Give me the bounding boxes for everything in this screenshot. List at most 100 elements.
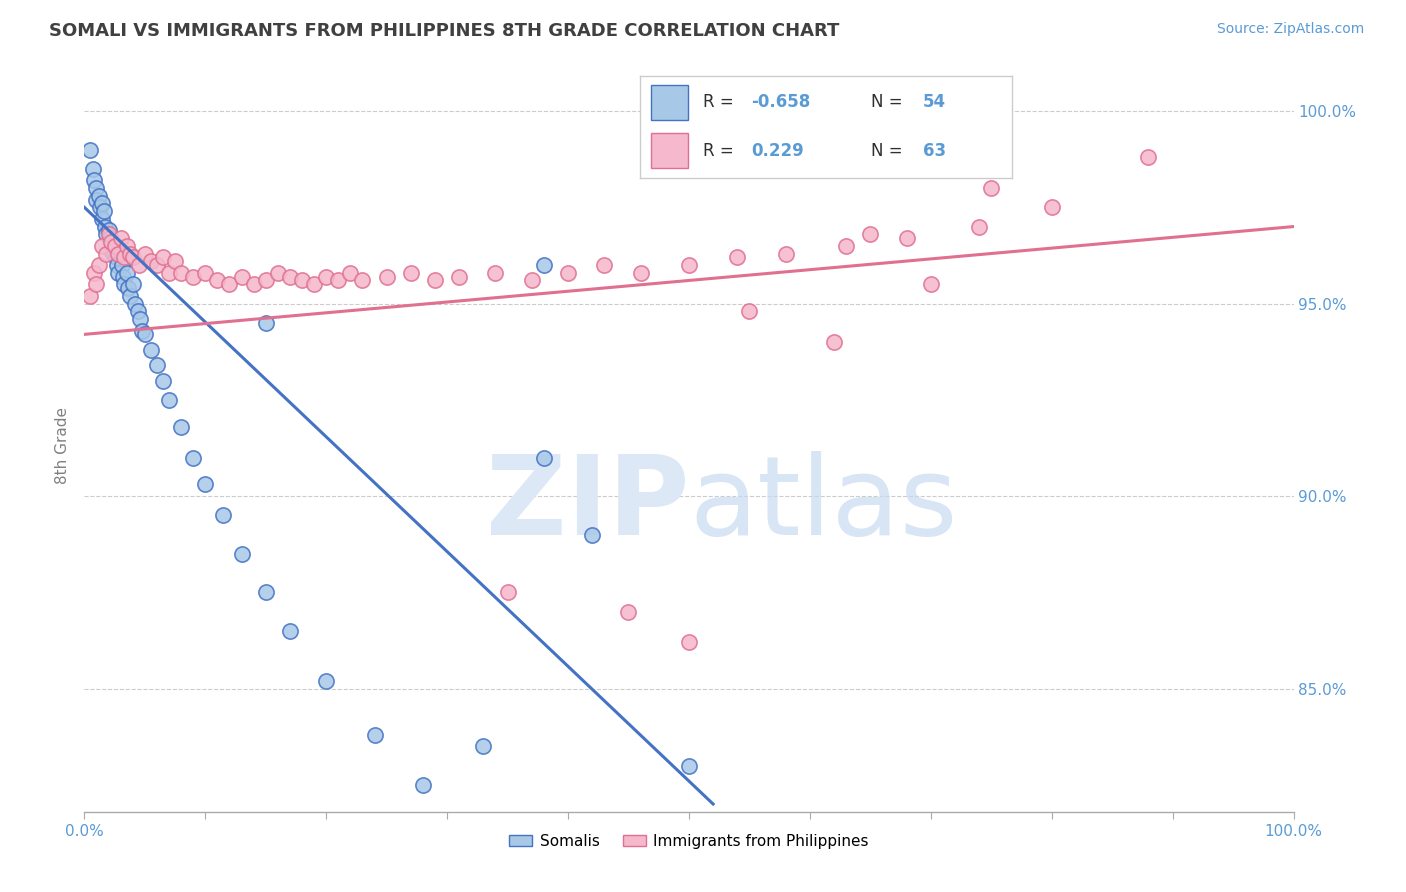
Point — [472, 739, 495, 754]
Point — [91, 196, 114, 211]
Point — [920, 277, 942, 292]
Point — [533, 450, 555, 465]
Text: 0.229: 0.229 — [751, 142, 804, 160]
Point — [121, 251, 143, 265]
Point — [129, 312, 152, 326]
Point — [207, 273, 229, 287]
Point — [896, 231, 918, 245]
Point — [97, 223, 120, 237]
Point — [835, 239, 858, 253]
Point — [87, 258, 110, 272]
Point — [630, 266, 652, 280]
Point — [87, 188, 110, 202]
Point — [103, 246, 125, 260]
Text: atlas: atlas — [689, 451, 957, 558]
Point — [339, 266, 361, 280]
Point — [157, 392, 180, 407]
Point — [110, 231, 132, 245]
Point — [254, 316, 277, 330]
Point — [218, 277, 240, 292]
Point — [146, 358, 169, 372]
Point — [738, 304, 761, 318]
Point — [94, 227, 117, 242]
Point — [581, 527, 603, 541]
Point — [678, 258, 700, 272]
Point — [352, 273, 374, 287]
Point — [678, 758, 700, 772]
Point — [363, 728, 385, 742]
Point — [83, 266, 105, 280]
Point — [1137, 150, 1160, 164]
Point — [139, 254, 162, 268]
Text: 63: 63 — [922, 142, 946, 160]
Point — [254, 273, 277, 287]
Point — [254, 585, 277, 599]
Point — [94, 219, 117, 234]
Point — [100, 243, 122, 257]
Point — [181, 269, 204, 284]
Point — [86, 277, 108, 292]
Point — [775, 246, 797, 260]
Point — [91, 211, 114, 226]
Point — [315, 269, 337, 284]
Point — [134, 327, 156, 342]
Point — [86, 181, 108, 195]
Text: ZIP: ZIP — [485, 451, 689, 558]
Point — [124, 296, 146, 310]
Point — [112, 277, 135, 292]
Point — [194, 477, 217, 491]
Point — [89, 200, 111, 214]
Point — [93, 204, 115, 219]
Point — [170, 266, 193, 280]
Point — [278, 624, 301, 638]
Point — [120, 246, 142, 260]
Point — [82, 161, 104, 176]
Point — [98, 231, 121, 245]
Point — [496, 585, 519, 599]
Point — [267, 266, 290, 280]
Point — [100, 235, 122, 249]
Point — [375, 269, 398, 284]
Point — [170, 419, 193, 434]
Point — [520, 273, 543, 287]
Point — [83, 173, 105, 187]
Point — [152, 374, 174, 388]
Point — [101, 235, 124, 249]
Point — [242, 277, 264, 292]
Point — [328, 273, 350, 287]
Point — [86, 193, 108, 207]
Point — [91, 239, 114, 253]
Point — [121, 277, 143, 292]
Text: N =: N = — [870, 94, 908, 112]
Text: 54: 54 — [922, 94, 946, 112]
Point — [678, 635, 700, 649]
Point — [104, 239, 127, 253]
Point — [231, 547, 253, 561]
Point — [97, 227, 120, 242]
Point — [112, 251, 135, 265]
Point — [94, 246, 117, 260]
Text: -0.658: -0.658 — [751, 94, 811, 112]
Bar — [651, 133, 688, 168]
Point — [117, 281, 139, 295]
Point — [127, 304, 149, 318]
Point — [165, 254, 187, 268]
Point — [967, 219, 990, 234]
Point — [725, 251, 748, 265]
Point — [617, 605, 640, 619]
Point — [1040, 200, 1063, 214]
Point — [302, 277, 325, 292]
Point — [115, 266, 138, 280]
Point — [980, 181, 1002, 195]
Point — [134, 246, 156, 260]
Point — [823, 334, 845, 349]
Point — [79, 143, 101, 157]
Point — [557, 266, 579, 280]
Text: SOMALI VS IMMIGRANTS FROM PHILIPPINES 8TH GRADE CORRELATION CHART: SOMALI VS IMMIGRANTS FROM PHILIPPINES 8T… — [49, 22, 839, 40]
Text: N =: N = — [870, 142, 908, 160]
Point — [157, 266, 180, 280]
Point — [115, 239, 138, 253]
Point — [104, 239, 127, 253]
Text: R =: R = — [703, 94, 740, 112]
Y-axis label: 8th Grade: 8th Grade — [55, 408, 70, 484]
